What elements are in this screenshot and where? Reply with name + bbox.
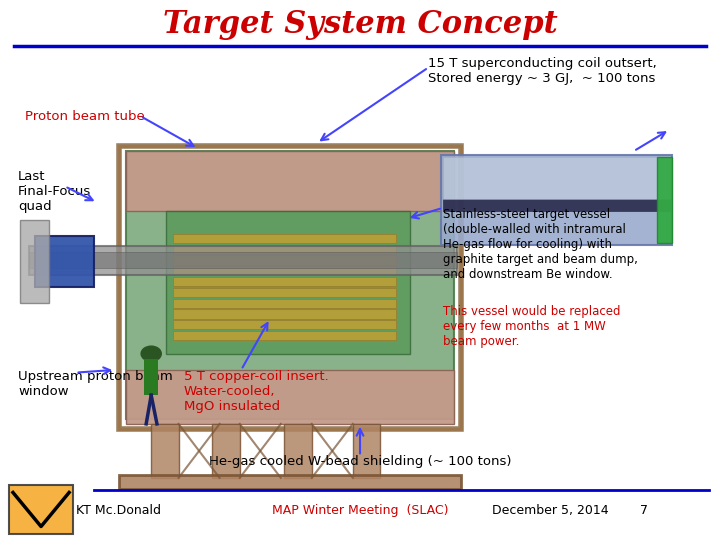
FancyBboxPatch shape <box>173 266 396 275</box>
Text: Target System Concept: Target System Concept <box>163 9 557 40</box>
FancyBboxPatch shape <box>173 234 396 243</box>
FancyBboxPatch shape <box>126 370 454 424</box>
FancyBboxPatch shape <box>353 424 380 478</box>
Text: Proton beam tube: Proton beam tube <box>25 110 145 123</box>
FancyBboxPatch shape <box>126 151 454 418</box>
Text: KT Mc.Donald: KT Mc.Donald <box>76 504 161 517</box>
FancyBboxPatch shape <box>20 220 49 303</box>
FancyBboxPatch shape <box>173 255 396 265</box>
FancyBboxPatch shape <box>29 246 457 275</box>
FancyBboxPatch shape <box>126 151 454 211</box>
Text: This vessel would be replaced
every few months  at 1 MW
beam power.: This vessel would be replaced every few … <box>443 305 621 348</box>
FancyBboxPatch shape <box>35 236 94 287</box>
Bar <box>119 146 461 429</box>
FancyBboxPatch shape <box>173 277 396 286</box>
FancyBboxPatch shape <box>443 157 670 199</box>
FancyBboxPatch shape <box>173 309 396 319</box>
FancyBboxPatch shape <box>441 155 672 245</box>
Circle shape <box>141 346 161 361</box>
Text: December 5, 2014: December 5, 2014 <box>492 504 609 517</box>
FancyBboxPatch shape <box>173 331 396 340</box>
Bar <box>119 146 461 429</box>
Text: Last
Final-Focus
quad: Last Final-Focus quad <box>18 170 91 213</box>
FancyBboxPatch shape <box>173 245 396 254</box>
FancyBboxPatch shape <box>9 485 73 534</box>
FancyBboxPatch shape <box>657 157 672 243</box>
Text: Stainless-steel target vessel
(double-walled with intramural
He-gas flow for coo: Stainless-steel target vessel (double-wa… <box>443 208 638 281</box>
FancyBboxPatch shape <box>173 320 396 329</box>
FancyBboxPatch shape <box>29 252 457 268</box>
FancyBboxPatch shape <box>151 424 179 478</box>
FancyBboxPatch shape <box>166 211 410 354</box>
Text: 7: 7 <box>640 504 649 517</box>
Text: 15 T superconducting coil outsert,
Stored energy ~ 3 GJ,  ~ 100 tons: 15 T superconducting coil outsert, Store… <box>428 57 657 85</box>
FancyBboxPatch shape <box>144 359 158 395</box>
Text: Upstream proton beam
window: Upstream proton beam window <box>18 370 173 398</box>
Text: 5 T copper-coil insert.
Water-cooled,
MgO insulated: 5 T copper-coil insert. Water-cooled, Mg… <box>184 370 328 413</box>
FancyBboxPatch shape <box>284 424 312 478</box>
FancyBboxPatch shape <box>173 288 396 297</box>
Text: MAP Winter Meeting  (SLAC): MAP Winter Meeting (SLAC) <box>271 504 449 517</box>
FancyBboxPatch shape <box>173 299 396 308</box>
FancyBboxPatch shape <box>119 475 461 489</box>
FancyBboxPatch shape <box>443 199 670 211</box>
FancyBboxPatch shape <box>212 424 240 478</box>
Text: He-gas cooled W-bead shielding (~ 100 tons): He-gas cooled W-bead shielding (~ 100 to… <box>209 455 511 468</box>
